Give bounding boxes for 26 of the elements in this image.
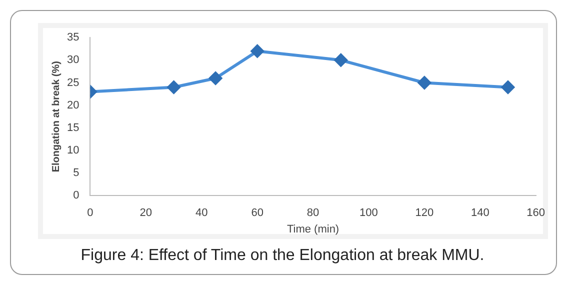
point: [501, 80, 514, 94]
x-tick-label: 140: [470, 207, 490, 220]
y-tick-label: 30: [66, 54, 80, 66]
y-tick-label: 10: [66, 144, 80, 156]
point: [250, 44, 264, 58]
x-tick-label: 60: [251, 207, 264, 220]
point: [167, 80, 180, 94]
x-tick-label: 40: [196, 207, 208, 220]
y-axis-title: Elongation at break (%): [50, 61, 62, 172]
x-tick-label: 0: [87, 207, 94, 220]
point: [418, 76, 431, 90]
x-axis-title: Time (min): [286, 223, 340, 236]
x-tick-label: 160: [526, 207, 546, 220]
y-tick-label: 20: [66, 99, 80, 112]
x-tick-label: 80: [306, 207, 320, 220]
x-tick-label: 100: [360, 207, 378, 220]
y-tick-label: 35: [66, 32, 80, 44]
text: Figure 4: Effect of Time on the Elongation at break MMU.: [80, 247, 486, 265]
point: [209, 72, 222, 85]
y-tick-label: 15: [66, 122, 80, 134]
x-tick-label: 20: [140, 207, 152, 220]
y-tick-label: 25: [66, 76, 80, 89]
x-tick-label: 120: [415, 207, 434, 220]
y-tick-label: 5: [73, 167, 80, 180]
y-tick-label: 0: [73, 190, 80, 202]
point: [334, 54, 348, 67]
